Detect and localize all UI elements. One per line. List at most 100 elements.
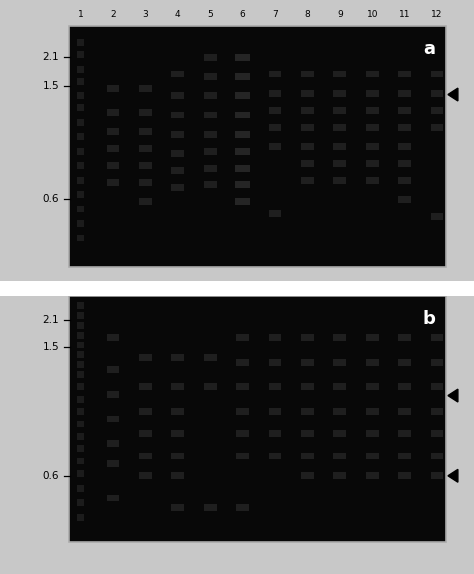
- Bar: [77, 192, 84, 197]
- Bar: [366, 430, 379, 437]
- Bar: [139, 199, 152, 204]
- Bar: [333, 334, 346, 341]
- Bar: [204, 132, 217, 137]
- Bar: [366, 125, 379, 130]
- Bar: [430, 214, 444, 219]
- Bar: [398, 107, 411, 114]
- Bar: [269, 409, 282, 414]
- Bar: [172, 72, 184, 76]
- Bar: [77, 372, 84, 377]
- Bar: [77, 40, 84, 46]
- Bar: [77, 332, 84, 338]
- Bar: [139, 384, 152, 390]
- Bar: [77, 206, 84, 212]
- Bar: [269, 144, 282, 149]
- Bar: [139, 86, 152, 91]
- Bar: [172, 151, 184, 156]
- Bar: [430, 474, 444, 478]
- Bar: [236, 453, 249, 459]
- Bar: [204, 149, 217, 154]
- Bar: [172, 453, 184, 459]
- Bar: [139, 85, 152, 92]
- Bar: [172, 505, 184, 511]
- Bar: [398, 335, 411, 340]
- Bar: [77, 66, 84, 72]
- Bar: [107, 440, 119, 447]
- Bar: [333, 91, 346, 96]
- Bar: [398, 474, 411, 478]
- Bar: [139, 354, 152, 360]
- Bar: [107, 460, 119, 467]
- Bar: [77, 235, 84, 242]
- Bar: [77, 409, 84, 414]
- Bar: [301, 360, 314, 364]
- Bar: [333, 409, 346, 414]
- Bar: [77, 163, 84, 168]
- Bar: [77, 119, 84, 126]
- Bar: [77, 421, 84, 427]
- Bar: [236, 166, 250, 170]
- Bar: [269, 453, 282, 459]
- Bar: [366, 177, 379, 183]
- Bar: [398, 359, 411, 365]
- Bar: [333, 453, 346, 458]
- Bar: [77, 433, 84, 440]
- Bar: [236, 334, 249, 341]
- Bar: [430, 452, 444, 459]
- Bar: [77, 501, 84, 505]
- Bar: [77, 485, 84, 491]
- Bar: [430, 108, 444, 113]
- Bar: [77, 67, 84, 72]
- Bar: [269, 335, 282, 340]
- Bar: [333, 160, 346, 166]
- Bar: [366, 473, 379, 479]
- Bar: [398, 107, 411, 114]
- Bar: [333, 144, 346, 149]
- Bar: [107, 335, 119, 340]
- Bar: [139, 180, 152, 185]
- Bar: [269, 452, 282, 459]
- Bar: [77, 162, 84, 169]
- Bar: [269, 143, 282, 150]
- Bar: [269, 453, 282, 459]
- Bar: [269, 453, 282, 459]
- Bar: [77, 421, 84, 426]
- Bar: [77, 499, 84, 506]
- Bar: [366, 334, 379, 341]
- Bar: [204, 149, 217, 154]
- Bar: [77, 332, 84, 339]
- Bar: [77, 67, 84, 72]
- Bar: [236, 431, 249, 436]
- Bar: [236, 335, 249, 340]
- Bar: [77, 303, 84, 308]
- Bar: [301, 90, 314, 96]
- Bar: [77, 362, 84, 368]
- Bar: [398, 359, 411, 365]
- Bar: [77, 134, 84, 140]
- Bar: [172, 431, 184, 437]
- Bar: [301, 72, 314, 76]
- Bar: [301, 160, 314, 166]
- Bar: [236, 131, 250, 137]
- Bar: [333, 432, 346, 436]
- Bar: [172, 168, 184, 173]
- Bar: [366, 91, 379, 96]
- Bar: [172, 453, 184, 459]
- Bar: [398, 197, 411, 202]
- Bar: [301, 360, 314, 364]
- Bar: [139, 109, 152, 116]
- Bar: [172, 408, 184, 415]
- Bar: [430, 359, 444, 366]
- Bar: [236, 112, 250, 118]
- Bar: [430, 430, 444, 437]
- Bar: [301, 71, 314, 77]
- Bar: [77, 372, 84, 377]
- Bar: [77, 322, 84, 328]
- Bar: [333, 107, 346, 113]
- Bar: [77, 220, 84, 227]
- Bar: [333, 430, 346, 437]
- Bar: [204, 182, 217, 188]
- Bar: [398, 359, 411, 366]
- Bar: [172, 132, 184, 137]
- Bar: [139, 129, 152, 135]
